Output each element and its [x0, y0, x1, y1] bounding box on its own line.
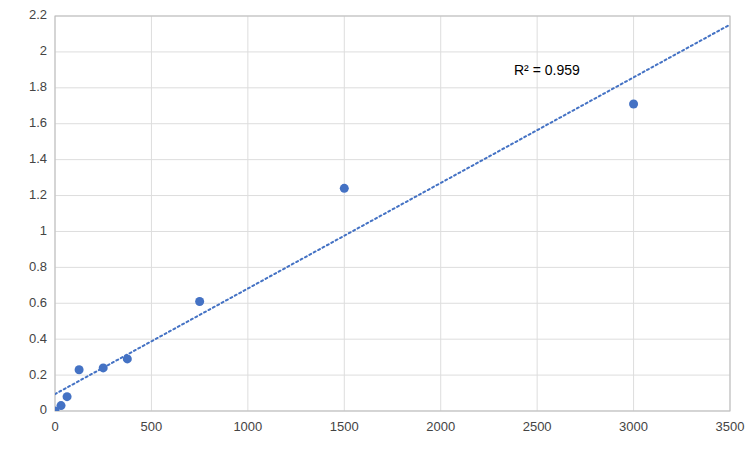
- chart: 0 500 1000 1500 2000 2500 3000 3500 0 0.2 0.4 0.6 0.…: [0, 0, 752, 451]
- y-tick-label: 1.4: [29, 151, 47, 166]
- grid-line-y: [55, 231, 730, 232]
- y-tick-label: 0: [40, 402, 47, 417]
- grid-line-x: [344, 16, 345, 411]
- x-tick-label: 1000: [233, 419, 262, 434]
- grid-line-x: [633, 16, 634, 411]
- point: [123, 354, 132, 363]
- point: [57, 401, 66, 410]
- y-tick-label: 0.8: [29, 259, 47, 274]
- grid-line-y: [55, 375, 730, 376]
- y-tick-label: 0.4: [29, 331, 47, 346]
- y-tick-label: 2: [40, 43, 47, 58]
- point: [75, 365, 84, 374]
- x-tick-label: 500: [141, 419, 163, 434]
- y-tick-label: 1.2: [29, 187, 47, 202]
- x-tick-label: 3000: [619, 419, 648, 434]
- grid-line-y: [55, 267, 730, 268]
- grid-line-y: [55, 87, 730, 88]
- y-tick-label: 0.2: [29, 367, 47, 382]
- point: [629, 99, 638, 108]
- grid-line-x: [151, 16, 152, 411]
- grid-line-y: [55, 303, 730, 304]
- x-tick-label: 2000: [426, 419, 455, 434]
- y-tick-label: 2.2: [29, 7, 47, 22]
- point: [195, 297, 204, 306]
- annotations: R² = 0.959: [514, 62, 580, 78]
- x-tick-label: 3500: [716, 419, 745, 434]
- grid-line-y: [55, 159, 730, 160]
- y-tick-label: 0.6: [29, 295, 47, 310]
- y-tick-label: 1: [40, 223, 47, 238]
- grid-line-y: [55, 195, 730, 196]
- grid-line-x: [247, 16, 248, 411]
- x-tick-label: 1500: [330, 419, 359, 434]
- point: [63, 392, 72, 401]
- point: [340, 184, 349, 193]
- x-tick-label: 2500: [523, 419, 552, 434]
- y-tick-label: 1.8: [29, 79, 47, 94]
- grid-line-y: [55, 51, 730, 52]
- trendline: [55, 25, 730, 395]
- point: [99, 363, 108, 372]
- marks: [55, 25, 730, 411]
- grid-line-x: [440, 16, 441, 411]
- x-tick-label: 0: [51, 419, 58, 434]
- grid: [55, 16, 730, 411]
- axes: 0 500 1000 1500 2000 2500 3000 3500 0 0.2 0.4 0.6 0.…: [29, 7, 745, 434]
- grid-line-y: [55, 123, 730, 124]
- y-tick-label: 1.6: [29, 115, 47, 130]
- annotation: R² = 0.959: [514, 62, 580, 78]
- plot-frame: [55, 16, 730, 411]
